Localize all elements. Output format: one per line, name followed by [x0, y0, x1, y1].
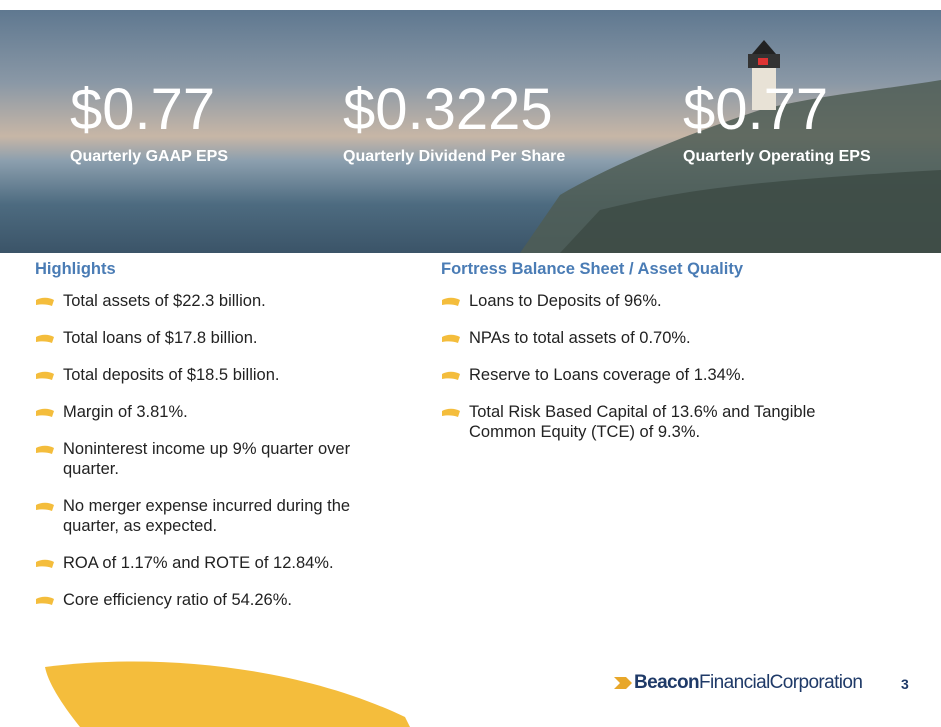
metric-value: $0.3225 — [343, 77, 553, 142]
metric-label: Quarterly Dividend Per Share — [343, 148, 566, 165]
bullet-item: Total deposits of $18.5 billion. — [35, 365, 395, 385]
bullet-item: Core efficiency ratio of 54.26%. — [35, 590, 395, 610]
logo-text: FinancialCorporation — [699, 672, 863, 693]
bullet-text: Total Risk Based Capital of 13.6% and Ta… — [469, 403, 816, 441]
bullet-text: Margin of 3.81%. — [63, 403, 188, 421]
bullet-list: Loans to Deposits of 96%. NPAs to total a… — [441, 291, 871, 442]
hero-banner: $0.77 Quarterly GAAP EPS $0.3225 Quarterly… — [0, 10, 941, 253]
bullet-icon — [442, 371, 460, 380]
bullet-icon — [36, 596, 54, 605]
bullet-icon — [36, 445, 54, 454]
bullet-text: Total deposits of $18.5 billion. — [63, 366, 280, 384]
bullet-text: ROA of 1.17% and ROTE of 12.84%. — [63, 554, 334, 572]
metric-label: Quarterly GAAP EPS — [70, 148, 228, 165]
fortress: Fortress Balance Sheet / Asset Quality L… — [441, 260, 871, 459]
bullet-icon — [36, 371, 54, 380]
bullet-item: Total loans of $17.8 billion. — [35, 328, 395, 348]
bullet-text: Reserve to Loans coverage of 1.34%. — [469, 366, 746, 384]
metric: $0.77 Quarterly GAAP EPS — [70, 78, 228, 166]
page-number: 3 — [901, 676, 909, 692]
bullet-icon — [442, 334, 460, 343]
bullet-text: Loans to Deposits of 96%. — [469, 292, 662, 310]
bullet-item: Total assets of $22.3 billion. — [35, 291, 395, 311]
logo: Beacon FinancialCorporation — [612, 672, 863, 694]
bullet-item: Reserve to Loans coverage of 1.34%. — [441, 365, 871, 385]
bullet-icon — [36, 334, 54, 343]
bullet-text: Core efficiency ratio of 54.26%. — [63, 591, 292, 609]
bullet-icon — [442, 297, 460, 306]
bullet-item: Margin of 3.81%. — [35, 402, 395, 422]
bullet-text: No merger expense incurred during the qu… — [63, 497, 351, 535]
bullet-icon — [36, 408, 54, 417]
metric-value: $0.77 — [683, 77, 829, 142]
section-title: Highlights — [35, 260, 116, 278]
bullet-item: Total Risk Based Capital of 13.6% and Ta… — [441, 402, 871, 442]
bullet-icon — [36, 559, 54, 568]
hero-scenery — [520, 40, 941, 253]
bullet-item: Loans to Deposits of 96%. — [441, 291, 871, 311]
metric-value: $0.77 — [70, 77, 216, 142]
bullet-icon — [442, 408, 460, 417]
metric: $0.3225 Quarterly Dividend Per Share — [343, 78, 565, 166]
bullet-item: No merger expense incurred during the qu… — [35, 496, 395, 536]
logo-mark — [614, 677, 632, 689]
bullet-text: Total assets of $22.3 billion. — [63, 292, 266, 310]
logo-bold: Beacon — [634, 672, 700, 693]
bullet-text: NPAs to total assets of 0.70%. — [469, 329, 691, 347]
bullet-item: Noninterest income up 9% quarter over qu… — [35, 439, 395, 479]
metric: $0.77 Quarterly Operating EPS — [683, 78, 871, 166]
bullet-item: ROA of 1.17% and ROTE of 12.84%. — [35, 553, 395, 573]
footer-swoosh — [45, 661, 410, 727]
highlights: Highlights Total assets of $22.3 billion… — [35, 260, 395, 627]
metric-label: Quarterly Operating EPS — [683, 148, 871, 165]
bullet-text: Total loans of $17.8 billion. — [63, 329, 258, 347]
bullet-icon — [36, 502, 54, 511]
bullet-icon — [36, 297, 54, 306]
bullet-item: NPAs to total assets of 0.70%. — [441, 328, 871, 348]
section-title: Fortress Balance Sheet / Asset Quality — [441, 260, 744, 278]
bullet-text: Noninterest income up 9% quarter over qu… — [63, 440, 351, 478]
bullet-list: Total assets of $22.3 billion. Total loan… — [35, 291, 395, 610]
